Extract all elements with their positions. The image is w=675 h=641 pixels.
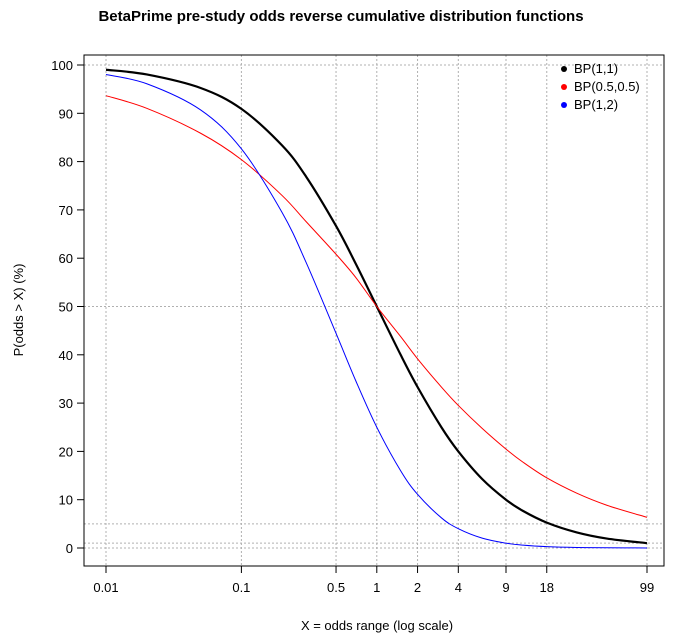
legend: BP(1,1) BP(0.5,0.5) BP(1,2) xyxy=(561,61,640,112)
y-tick-label: 20 xyxy=(59,444,73,459)
legend-marker xyxy=(561,102,567,108)
y-axis: 0 10 20 30 40 50 60 70 80 90 100 xyxy=(51,58,84,556)
x-tick-label: 0.5 xyxy=(327,580,345,595)
legend-label: BP(0.5,0.5) xyxy=(574,79,640,94)
series-lines xyxy=(105,68,648,549)
x-axis: 0.01 0.1 0.5 1 2 4 9 18 99 xyxy=(93,566,654,595)
y-tick-label: 30 xyxy=(59,396,73,411)
chart-title: BetaPrime pre-study odds reverse cumulat… xyxy=(98,8,583,25)
x-tick-label: 18 xyxy=(540,580,554,595)
y-tick-label: 80 xyxy=(59,155,73,170)
y-tick-label: 10 xyxy=(59,493,73,508)
y-axis-title: P(odds > X) (%) xyxy=(11,264,26,357)
x-tick-label: 9 xyxy=(502,580,509,595)
x-tick-label: 0.1 xyxy=(232,580,250,595)
legend-marker xyxy=(561,84,567,90)
legend-marker xyxy=(561,66,567,72)
x-axis-title: X = odds range (log scale) xyxy=(301,618,453,633)
y-tick-label: 90 xyxy=(59,106,73,121)
x-tick-label: 4 xyxy=(455,580,462,595)
x-tick-label: 99 xyxy=(640,580,654,595)
y-tick-label: 70 xyxy=(59,203,73,218)
grid-lines xyxy=(84,55,664,566)
legend-label: BP(1,2) xyxy=(574,97,618,112)
y-tick-label: 0 xyxy=(66,541,73,556)
series-line-3 xyxy=(105,74,648,549)
series-line-2 xyxy=(105,95,648,518)
plot-frame xyxy=(83,54,665,567)
y-tick-label: 100 xyxy=(51,58,73,73)
y-tick-label: 60 xyxy=(59,251,73,266)
x-tick-label: 2 xyxy=(414,580,421,595)
series-line-1 xyxy=(105,68,648,545)
legend-label: BP(1,1) xyxy=(574,61,618,76)
x-tick-label: 1 xyxy=(373,580,380,595)
x-tick-label: 0.01 xyxy=(93,580,118,595)
y-tick-label: 50 xyxy=(59,300,73,315)
y-tick-label: 40 xyxy=(59,348,73,363)
